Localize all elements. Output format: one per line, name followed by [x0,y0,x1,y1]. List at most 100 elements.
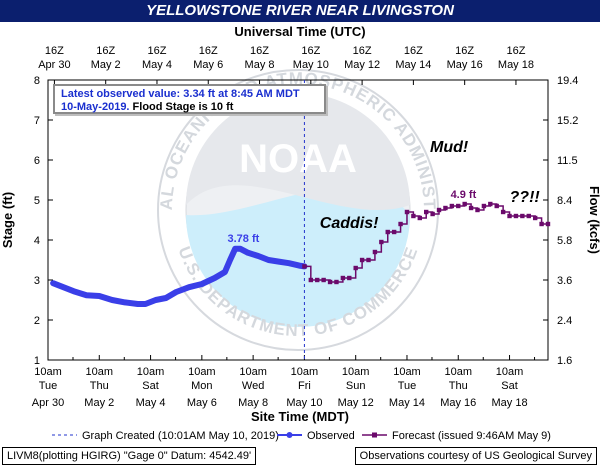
forecast-point [456,203,461,209]
peak-value-label: 4.9 ft [451,189,477,201]
x-tick-time: 10am [34,366,62,378]
forecast-point [462,201,467,207]
flow-tick-label: 3.6 [557,275,572,287]
forecast-point [539,221,544,227]
legend-graph-created-label: Graph Created (10:01AM May 10, 2019) [82,430,279,442]
x-tick-date: May 6 [187,397,217,409]
top-tick-zulu: 16Z [147,45,166,57]
x-tick-date: Apr 30 [32,397,64,409]
top-tick-date: May 16 [447,59,483,71]
forecast-point [321,277,326,283]
top-tick-date: May 2 [91,59,121,71]
observed-point [297,263,302,268]
x-tick-date: May 10 [286,397,322,409]
forecast-point [302,264,307,269]
forecast-point [424,209,429,215]
x-tick-weekday: Sun [346,380,366,392]
observed-point [286,261,292,266]
x-tick-time: 10am [86,366,114,378]
observed-point [276,259,281,264]
handwritten-annotation: ??!! [510,189,541,206]
x-tick-time: 10am [342,366,370,378]
x-tick-weekday: Tue [398,380,417,392]
y-axis-title: Stage (ft) [0,192,15,248]
observed-point [163,295,169,301]
latest-observed-line: Latest observed value: 3.34 ft at 8:45 A… [61,88,300,100]
y-tick-label: 3 [34,275,40,287]
observation-date: 10-May-2019. [61,101,130,113]
top-tick-date: May 8 [245,59,275,71]
legend-forecast-label: Forecast (issued 9:46AM May 9) [392,430,551,442]
handwritten-annotation: Mud! [430,139,469,156]
forecast-point [520,213,525,219]
forecast-point [315,277,320,283]
forecast-series-line [304,203,548,283]
x-tick-weekday: Mon [191,380,212,392]
top-tick-zulu: 16Z [45,45,64,57]
top-tick-zulu: 16Z [96,45,115,57]
observed-point [50,281,56,286]
x-tick-weekday: Thu [449,380,468,392]
x-tick-date: May 4 [136,397,166,409]
top-tick-date: Apr 30 [38,59,70,71]
y-tick-label: 4 [34,235,40,247]
forecast-point [436,207,442,213]
x-tick-time: 10am [496,366,524,378]
forecast-point [366,257,371,263]
x-tick-time: 10am [188,366,216,378]
x-tick-time: 10am [137,366,165,378]
observed-point [232,246,238,251]
x-tick-weekday: Wed [242,380,264,392]
forecast-point [443,205,448,211]
observed-point [199,281,205,287]
x-tick-date: May 16 [440,397,476,409]
x-tick-weekday: Thu [90,380,109,392]
forecast-point [411,213,416,219]
legend-observed-label: Observed [307,430,355,442]
top-tick-date: May 10 [293,59,329,71]
flow-tick-label: 19.4 [557,75,578,87]
forecast-point [532,215,538,221]
x-tick-date: May 8 [238,397,268,409]
forecast-point [545,221,551,227]
flow-tick-label: 8.4 [557,195,572,207]
watermark-noaa-text: NOAA [239,137,357,181]
forecast-point [513,213,519,219]
x-tick-weekday: Tue [39,380,58,392]
observed-point [143,301,148,307]
latest-observation-box: Latest observed value: 3.34 ft at 8:45 A… [53,84,326,114]
observed-point [266,257,271,263]
top-tick-zulu: 16Z [506,45,525,57]
forecast-point [385,229,390,235]
watermark-upper-dome [186,93,410,210]
forecast-point [391,229,397,235]
top-axis-title: Universal Time (UTC) [234,24,365,39]
forecast-point [526,213,531,219]
forecast-point [334,279,339,285]
x-tick-date: May 18 [491,397,527,409]
top-tick-date: May 18 [498,59,534,71]
observation-credit-footer: Observations courtesy of US Geological S… [354,447,597,465]
observed-point [238,246,243,251]
x-tick-weekday: Sat [142,380,159,392]
forecast-point [468,205,474,211]
y-tick-label: 5 [34,195,40,207]
observed-point [256,253,261,259]
y-tick-label: 2 [34,315,40,327]
forecast-point [404,209,410,215]
x-tick-time: 10am [291,366,319,378]
forecast-point [417,215,422,221]
top-tick-zulu: 16Z [199,45,218,57]
forecast-point [475,207,480,213]
top-tick-date: May 4 [142,59,172,71]
right-axis-title: Flow (kcfs) [587,186,600,254]
x-tick-time: 10am [444,366,472,378]
observed-point [153,297,158,303]
x-tick-weekday: Sat [501,380,518,392]
x-tick-date: May 14 [389,397,425,409]
observed-point [71,289,76,294]
forecast-point [353,265,358,271]
observed-point [222,269,228,275]
flow-tick-label: 1.6 [557,355,572,367]
